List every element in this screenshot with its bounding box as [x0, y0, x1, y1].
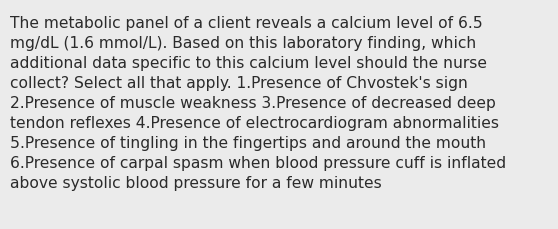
Text: The metabolic panel of a client reveals a calcium level of 6.5
mg/dL (1.6 mmol/L: The metabolic panel of a client reveals … — [10, 16, 506, 191]
